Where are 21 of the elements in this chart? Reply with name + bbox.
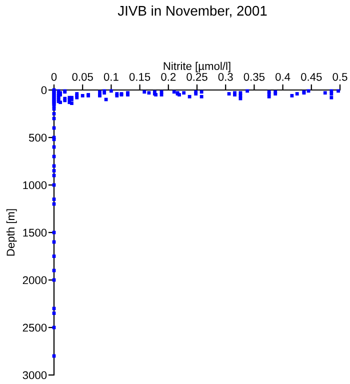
x-tick-label: 0.4 [276, 72, 290, 81]
x-tick-label: 0 [51, 72, 57, 81]
x-tick-label: 0.2 [161, 72, 176, 81]
y-tick-label: 500 [28, 134, 47, 142]
x-tick-label: 0.25 [186, 72, 208, 81]
x-axis-title: Nitrite [µmol/l] [164, 62, 230, 72]
y-tick-label: 2000 [22, 276, 47, 284]
x-tick-label: 0.3 [218, 72, 233, 81]
y-tick-label: 2500 [22, 324, 47, 332]
x-tick-label: 0.45 [301, 72, 322, 81]
chart-title: JIVB in November, 2001 [118, 6, 267, 18]
y-tick-label: 1500 [23, 228, 47, 237]
y-tick-label: 3000 [22, 371, 47, 380]
x-tick-label: 0.5 [332, 72, 348, 81]
x-tick-label: 0.05 [72, 72, 93, 81]
x-tick-label: 0.1 [104, 72, 118, 81]
x-tick-label: 0.15 [129, 72, 150, 81]
x-tick-label: 0.35 [244, 72, 265, 81]
y-axis-title: Depth [m] [6, 209, 17, 256]
y-tick-label: 0 [41, 86, 47, 94]
y-tick-label: 1000 [23, 181, 47, 190]
